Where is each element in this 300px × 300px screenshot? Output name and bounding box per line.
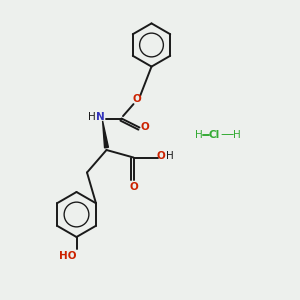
Text: H: H [88,112,95,122]
Text: O: O [156,151,165,161]
Text: H: H [166,151,174,161]
Text: H: H [233,130,241,140]
Text: O: O [140,122,149,133]
Text: O: O [132,94,141,104]
Text: Cl: Cl [209,130,220,140]
Text: —: — [220,128,233,142]
Text: HO: HO [59,250,77,261]
Text: H: H [195,130,203,140]
Text: O: O [129,182,138,192]
Polygon shape [103,121,108,148]
Text: N: N [96,112,105,122]
